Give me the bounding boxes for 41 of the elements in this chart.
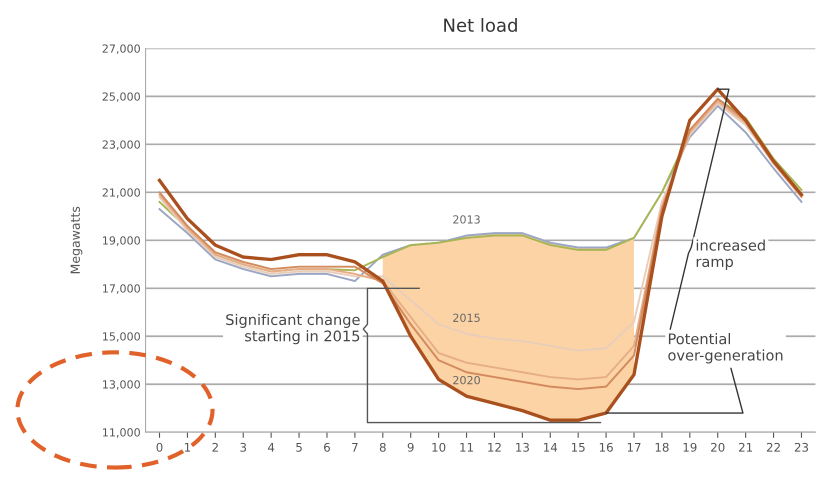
x-tick-label: 1: [184, 442, 190, 452]
x-tick-label: 2: [212, 442, 218, 452]
x-tick-label: 3: [240, 442, 246, 452]
x-tick-label: 10: [432, 442, 446, 452]
x-tick-label: 5: [296, 442, 302, 452]
y-tick-label: 21,000: [102, 188, 140, 198]
y-tick-label: 11,000: [103, 428, 140, 438]
chart-title: Net load: [444, 18, 517, 32]
x-tick-label: 18: [656, 442, 669, 452]
annotation: increased ramp: [696, 239, 765, 270]
series-label: 2015: [453, 314, 480, 322]
annotation: Significant change starting in 2015: [226, 314, 360, 344]
series-label: 2013: [453, 215, 480, 224]
x-tick-label: 13: [516, 442, 529, 452]
x-tick-label: 20: [711, 442, 724, 452]
y-tick-label: 27,000: [102, 44, 140, 54]
y-tick-label: 17,000: [103, 284, 140, 294]
y-tick-label: 15,000: [103, 332, 140, 342]
x-tick-label: 19: [684, 442, 696, 452]
x-tick-label: 11: [460, 442, 473, 452]
x-tick-label: 12: [488, 442, 501, 452]
x-tick-label: 0: [156, 442, 162, 452]
x-tick-label: 17: [628, 442, 640, 452]
y-tick-label: 19,000: [103, 236, 140, 246]
x-tick-label: 7: [352, 442, 358, 452]
y-tick-label: 23,000: [102, 140, 140, 150]
y-axis-title: Megawatts: [70, 206, 82, 274]
annotation: Potential over-generation: [668, 333, 782, 364]
x-tick-label: 14: [544, 442, 558, 452]
x-tick-label: 4: [268, 442, 274, 452]
series-label: 2020: [453, 376, 480, 384]
x-tick-label: 23: [794, 442, 808, 452]
x-tick-label: 6: [324, 442, 330, 452]
x-tick-label: 21: [739, 442, 752, 452]
x-tick-label: 15: [572, 442, 585, 452]
x-tick-label: 22: [766, 442, 780, 452]
x-tick-label: 16: [600, 442, 613, 452]
x-tick-label: 8: [380, 442, 386, 452]
y-tick-label: 13,000: [103, 380, 140, 390]
x-tick-label: 9: [408, 442, 414, 452]
y-tick-label: 25,000: [102, 92, 140, 102]
